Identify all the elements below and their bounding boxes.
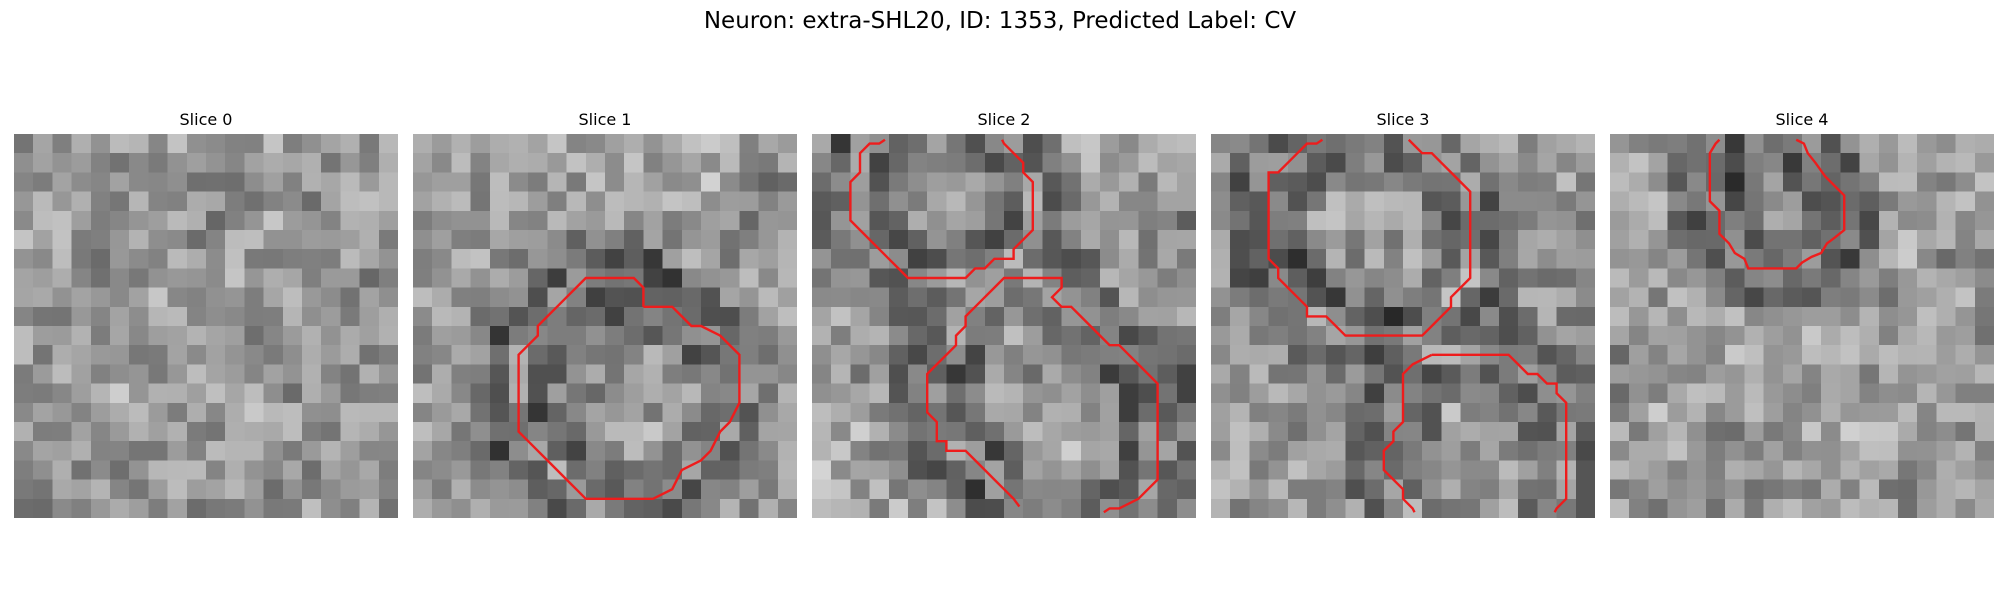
contour-overlay	[812, 134, 1196, 518]
vesicle-contour	[1384, 355, 1432, 512]
slice-panel-3: Slice 3	[1211, 109, 1595, 518]
contour-overlay	[14, 134, 398, 518]
contour-overlay	[1211, 134, 1595, 518]
grayscale-image	[812, 134, 1196, 518]
slice-title: Slice 3	[1376, 110, 1430, 129]
vesicle-contour	[1269, 140, 1471, 336]
contour-overlay	[1610, 134, 1994, 518]
slice-image	[812, 134, 1196, 518]
vesicle-contour	[1432, 355, 1566, 512]
slice-image	[1211, 134, 1595, 518]
grayscale-image	[14, 134, 398, 518]
slice-title: Slice 4	[1775, 110, 1829, 129]
grayscale-image	[413, 134, 797, 518]
grayscale-image	[1211, 134, 1595, 518]
slice-panel-2: Slice 2	[812, 109, 1196, 518]
vesicle-contour	[927, 278, 1019, 506]
slice-title: Slice 1	[578, 110, 632, 129]
slice-image	[413, 134, 797, 518]
vesicle-contour	[850, 140, 1032, 278]
slice-image	[1610, 134, 1994, 518]
slice-title: Slice 0	[179, 110, 233, 129]
grayscale-image	[1610, 134, 1994, 518]
figure-title: Neuron: extra-SHL20, ID: 1353, Predicted…	[703, 8, 1297, 34]
vesicle-contour	[1710, 140, 1844, 269]
slice-panel-1: Slice 1	[413, 109, 797, 518]
slice-title: Slice 2	[977, 110, 1031, 129]
vesicle-contour	[519, 278, 740, 499]
slice-panel-0: Slice 0	[14, 109, 398, 518]
slice-panel-4: Slice 4	[1610, 109, 1994, 518]
vesicle-contour	[1014, 278, 1158, 512]
contour-overlay	[413, 134, 797, 518]
slice-image	[14, 134, 398, 518]
